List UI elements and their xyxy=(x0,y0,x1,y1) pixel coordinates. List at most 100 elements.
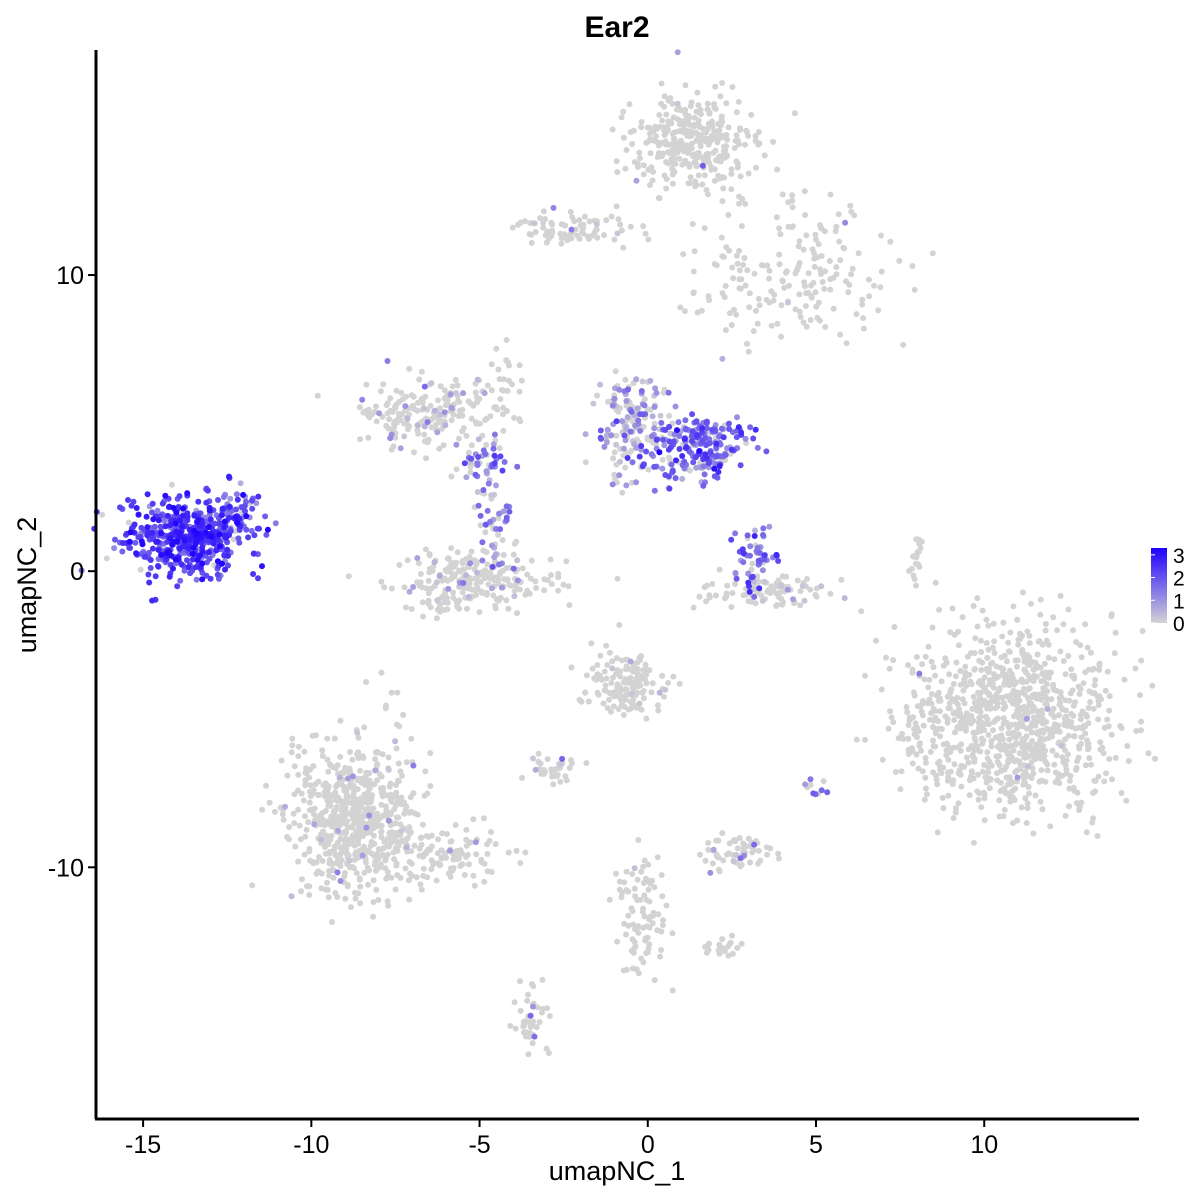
cell-point xyxy=(695,117,702,124)
cell-point xyxy=(674,427,680,434)
cell-point xyxy=(378,669,385,676)
cell-point xyxy=(532,766,539,773)
cell-point xyxy=(936,708,943,715)
cell-point xyxy=(878,232,884,239)
cell-point xyxy=(322,808,329,814)
cell-point xyxy=(373,418,380,425)
cell-point xyxy=(237,480,244,487)
cell-point xyxy=(410,762,417,769)
cell-point xyxy=(354,812,361,819)
cell-point xyxy=(644,406,651,413)
cell-point xyxy=(352,889,358,896)
cell-point xyxy=(499,467,506,474)
cell-point xyxy=(1039,806,1046,813)
cell-point xyxy=(634,876,641,883)
cell-point xyxy=(1047,823,1054,830)
cell-point xyxy=(427,604,434,611)
cell-point xyxy=(132,539,139,546)
cell-point xyxy=(360,845,367,852)
cell-point xyxy=(1090,665,1097,672)
cell-point xyxy=(1062,762,1069,769)
cell-point xyxy=(617,673,624,680)
cell-point xyxy=(674,100,681,107)
cell-point xyxy=(486,837,493,844)
cell-point xyxy=(386,783,393,790)
cell-point xyxy=(1108,613,1115,620)
cell-point xyxy=(417,881,424,888)
cell-point xyxy=(1020,736,1027,743)
cell-point xyxy=(520,1029,527,1036)
cell-point xyxy=(535,758,542,765)
cell-point xyxy=(928,691,935,697)
cell-point xyxy=(681,458,688,465)
cell-point xyxy=(357,767,363,774)
cell-point xyxy=(689,221,696,227)
cell-point xyxy=(350,790,357,797)
cell-point xyxy=(549,221,556,228)
cell-point xyxy=(1094,693,1101,700)
cell-point xyxy=(1026,685,1033,692)
cell-point xyxy=(746,290,753,297)
cell-point xyxy=(640,673,647,680)
cell-point xyxy=(726,941,733,947)
cell-point xyxy=(361,869,368,876)
cell-point xyxy=(978,649,985,655)
cell-point xyxy=(669,171,676,178)
cell-point xyxy=(511,593,518,600)
cell-point xyxy=(455,435,462,442)
cell-point xyxy=(625,706,632,713)
cell-point xyxy=(483,441,490,448)
cell-point xyxy=(1005,758,1012,765)
cell-point xyxy=(99,511,106,518)
cell-point xyxy=(442,402,449,409)
cell-point xyxy=(1106,707,1113,714)
cell-point xyxy=(744,340,750,347)
cell-point xyxy=(1013,679,1020,686)
cell-point xyxy=(622,437,629,444)
cell-point xyxy=(204,487,211,494)
cell-point xyxy=(1038,678,1045,685)
cell-point xyxy=(476,609,483,616)
cell-point xyxy=(836,238,843,245)
cell-point xyxy=(243,526,250,533)
cell-point xyxy=(403,759,410,766)
cell-point xyxy=(440,442,447,449)
cell-point xyxy=(648,689,655,696)
cell-point xyxy=(980,768,986,775)
cell-point xyxy=(127,545,133,551)
cell-point xyxy=(916,670,923,677)
cell-point xyxy=(505,849,512,856)
cell-point xyxy=(1008,742,1015,749)
cell-point xyxy=(726,426,733,432)
cell-point xyxy=(565,583,572,590)
cell-point xyxy=(803,232,810,239)
cell-point xyxy=(491,452,498,459)
cell-point xyxy=(631,159,638,165)
cell-point xyxy=(147,565,154,571)
cell-point xyxy=(938,770,945,777)
cell-point xyxy=(920,698,926,704)
cell-point xyxy=(1003,679,1010,686)
cell-point xyxy=(406,588,413,595)
cell-point xyxy=(500,427,507,434)
cell-point xyxy=(922,774,929,781)
cell-point xyxy=(1053,752,1060,759)
cell-point xyxy=(980,683,986,690)
cell-point xyxy=(1006,648,1012,655)
cell-point xyxy=(746,588,753,595)
cell-point xyxy=(719,355,726,362)
cell-point xyxy=(525,991,531,998)
cell-point xyxy=(492,841,499,848)
cell-point xyxy=(946,671,953,678)
cell-point xyxy=(581,213,588,220)
cell-point xyxy=(984,705,991,712)
cell-point xyxy=(775,558,782,564)
cell-point xyxy=(958,783,965,790)
cell-point xyxy=(982,713,989,720)
cell-point xyxy=(381,584,388,591)
cell-point xyxy=(502,576,509,583)
cell-point xyxy=(467,560,474,567)
cell-point xyxy=(138,538,145,545)
cell-point xyxy=(174,538,180,545)
cell-point xyxy=(384,410,391,417)
